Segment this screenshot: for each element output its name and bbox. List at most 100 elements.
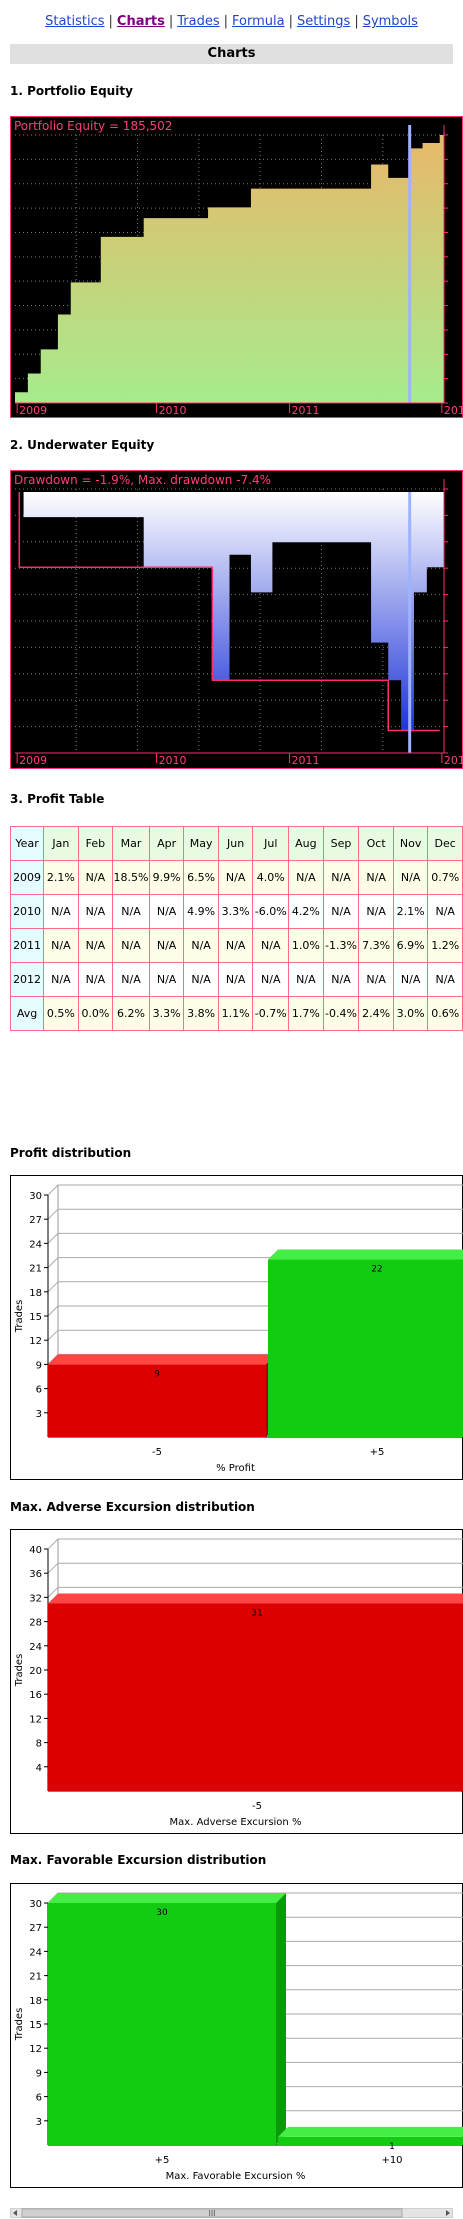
nav-link-charts[interactable]: Charts	[116, 14, 165, 29]
y-tick-label: 24	[29, 1239, 42, 1250]
table-cell: N/A	[392, 860, 429, 895]
x-tick-label: +5	[155, 2155, 170, 2166]
equity-area	[15, 135, 444, 403]
nav-separator: |	[354, 14, 359, 29]
table-cell: 3.0%	[392, 996, 429, 1031]
y-tick-label: 20	[29, 1666, 42, 1677]
table-cell: 0.5%	[43, 996, 79, 1031]
table-cell: N/A	[392, 962, 429, 997]
nav-separator: |	[108, 14, 113, 29]
x-tick-label: 2012	[444, 404, 462, 417]
scroll-left-arrow-icon[interactable]	[13, 2210, 17, 2216]
table-cell: N/A	[217, 962, 254, 997]
scroll-right-arrow-icon[interactable]	[446, 2210, 450, 2216]
table-cell: 1.2%	[427, 928, 463, 963]
row-year-cell: 2011	[9, 928, 45, 963]
bar-value-label: 31	[251, 1608, 262, 1618]
scrollbar-thumb[interactable]	[21, 2208, 403, 2218]
grid-line	[47, 1257, 59, 1268]
column-header: May	[183, 826, 219, 861]
table-cell: 1.1%	[217, 996, 254, 1031]
column-header: Nov	[392, 826, 429, 861]
bar-top-face	[268, 1249, 463, 1260]
y-tick-label: 16	[29, 1690, 42, 1701]
y-tick-label: 27	[29, 1923, 42, 1934]
equity-label: Portfolio Equity = 185,502	[14, 119, 173, 133]
y-tick-label: 6	[36, 1385, 42, 1396]
grid-line	[47, 1329, 59, 1341]
y-tick-label: 3	[36, 1409, 42, 1420]
nav-link-settings[interactable]: Settings	[296, 14, 351, 29]
table-cell: 0.0%	[77, 996, 114, 1031]
table-cell: 4.0%	[252, 860, 290, 895]
nav-separator: |	[288, 14, 293, 29]
y-tick-label: 9	[36, 2068, 42, 2079]
table-cell: N/A	[252, 962, 290, 997]
grid-line	[47, 1305, 59, 1317]
column-header: Mar	[112, 826, 150, 861]
nav-link-formula[interactable]: Formula	[232, 14, 285, 29]
y-tick-label: 18	[29, 1996, 42, 2007]
grid-line	[47, 1233, 59, 1244]
x-tick-label: -5	[252, 1801, 262, 1812]
table-cell: N/A	[148, 928, 185, 963]
table-cell: N/A	[77, 894, 114, 929]
table-cell: N/A	[43, 962, 79, 997]
table-cell: N/A	[322, 860, 360, 895]
equity-chart-svg: 2009 2010 2011 2012	[15, 125, 463, 417]
x-tick-label: 2009	[19, 404, 47, 417]
section-title-equity: 1. Portfolio Equity	[10, 84, 133, 98]
row-year-cell: Avg	[9, 996, 45, 1031]
grid-line	[47, 1208, 59, 1220]
table-cell: 1.0%	[288, 928, 324, 963]
y-tick-label: 21	[29, 1264, 42, 1275]
table-cell: N/A	[183, 928, 219, 963]
table-cell: 6.5%	[183, 860, 219, 895]
x-tick-label: +10	[381, 2155, 402, 2166]
y-tick-label: 21	[29, 1972, 42, 1983]
y-tick-label: 27	[29, 1215, 42, 1226]
table-cell: N/A	[358, 894, 394, 929]
table-header-row: Year Jan Feb Mar Apr May Jun Jul Aug Sep Oct Nov Dec	[9, 826, 463, 861]
mfe-distribution-chart: 3 6 9 12 15 18 21 24 27 30 30 +5 1 +10 Max. Favorable …	[10, 1883, 463, 2188]
section-title-mfe-distribution: Max. Favorable Excursion distribution	[10, 1853, 267, 1867]
table-cell: 3.3%	[217, 894, 254, 929]
y-tick-label: 15	[29, 1312, 42, 1323]
nav-link-symbols[interactable]: Symbols	[362, 14, 418, 29]
top-nav: Statistics | Charts | Trades | Formula | Setting…	[0, 14, 463, 29]
table-cell: N/A	[288, 860, 324, 895]
y-tick-label: 36	[29, 1569, 42, 1580]
bar-top-face	[278, 2126, 463, 2137]
table-cell: N/A	[427, 962, 463, 997]
grid-line	[47, 1184, 59, 1196]
y-axis-label: Trades	[14, 1654, 25, 1688]
table-cell: N/A	[77, 962, 114, 997]
nav-link-statistics[interactable]: Statistics	[45, 14, 105, 29]
nav-separator: |	[168, 14, 174, 29]
row-year-cell: 2009	[9, 860, 45, 895]
table-cell: 4.9%	[183, 894, 219, 929]
y-tick-label: 4	[36, 1763, 42, 1774]
max-drawdown-line	[18, 492, 440, 732]
y-tick-label: 6	[36, 2093, 42, 2104]
column-header: Year	[9, 826, 45, 861]
table-cell: 3.8%	[183, 996, 219, 1031]
column-header: Sep	[322, 826, 360, 861]
table-cell: 7.3%	[358, 928, 394, 963]
section-title-profit-table: 3. Profit Table	[10, 792, 105, 806]
table-cell: N/A	[288, 962, 324, 997]
y-axis-label: Trades	[14, 2008, 25, 2042]
nav-link-trades[interactable]: Trades	[177, 14, 220, 29]
horizontal-scrollbar[interactable]: III	[10, 2208, 453, 2218]
grid-line	[47, 1587, 59, 1598]
y-tick-label: 18	[29, 1288, 42, 1299]
profit-distribution-chart: 3 6 9 12 15 18 21 24 27 30 9 -5 22 +5 % Profit Trades	[10, 1175, 463, 1480]
x-tick-label: 2009	[19, 754, 47, 767]
y-tick-label: 24	[29, 1947, 42, 1958]
table-cell: -0.4%	[322, 996, 360, 1031]
table-cell: -1.3%	[322, 928, 360, 963]
table-row: Avg 0.5% 0.0% 6.2% 3.3% 3.8% 1.1% -0.7% 1.7% -0.4…	[9, 996, 463, 1031]
column-header: Aug	[288, 826, 324, 861]
x-axis-label: % Profit	[216, 1463, 255, 1474]
table-cell: -6.0%	[252, 894, 290, 929]
